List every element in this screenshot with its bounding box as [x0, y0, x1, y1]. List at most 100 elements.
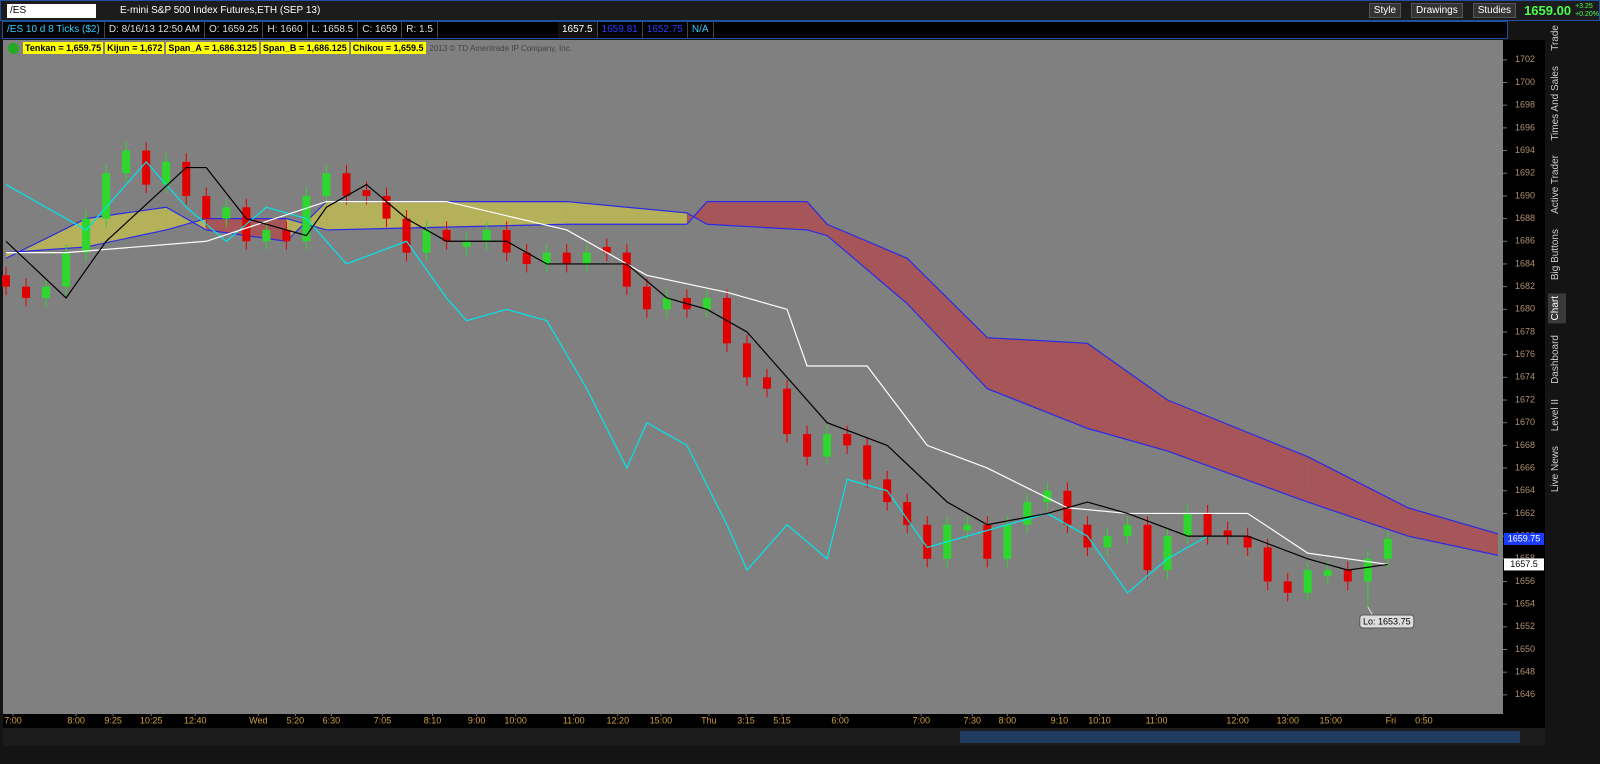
candle-body: [402, 218, 411, 253]
y-tick-label: 1674: [1515, 372, 1535, 382]
price-tag: 1659.75: [1504, 532, 1544, 545]
chart: 1646164816501652165416561658166016621664…: [2, 40, 1545, 746]
side-tabs: Trade Times And Sales Active Trader Big But…: [1548, 22, 1566, 495]
toolbar: /ES E-mini S&P 500 Index Futures,ETH (SE…: [0, 0, 1600, 21]
quote: 1657.5: [557, 22, 598, 38]
side-tab[interactable]: Chart: [1548, 292, 1566, 323]
candle-body: [342, 173, 351, 196]
side-tab[interactable]: Active Trader: [1550, 155, 1561, 215]
candle-body: [1123, 524, 1132, 537]
side-tab[interactable]: Dashboard: [1550, 334, 1561, 384]
candle-body: [322, 173, 331, 196]
candle-body: [923, 524, 932, 559]
y-tick-label: 1662: [1515, 508, 1535, 518]
cloud-segment: [1167, 400, 1308, 503]
x-tick-label: 11:00: [1146, 715, 1168, 725]
cloud-segment: [1087, 343, 1168, 452]
y-tick-label: 1676: [1515, 349, 1535, 359]
side-tab[interactable]: Trade: [1550, 25, 1561, 51]
candle-body: [622, 252, 631, 287]
legend-item: Span_A = 1,686.3125: [166, 42, 259, 54]
y-tick-label: 1670: [1515, 417, 1535, 427]
span-a-line: [5, 200, 1499, 556]
candle-body: [462, 241, 471, 247]
y-tick-label: 1664: [1515, 485, 1535, 495]
x-tick-label: 5:20: [287, 715, 305, 725]
cloud-segment: [566, 201, 687, 225]
legend-item: Chikou = 1,659.5: [350, 42, 426, 54]
drawings-button[interactable]: Drawings: [1411, 3, 1463, 18]
study-icon[interactable]: [8, 42, 19, 54]
y-tick-label: 1682: [1515, 281, 1535, 291]
x-tick-label: 12:00: [1226, 715, 1249, 725]
price-tag-box: [1504, 532, 1544, 545]
side-tab[interactable]: Big Buttons: [1550, 229, 1561, 281]
x-tick-label: Wed: [249, 715, 267, 725]
x-tick-label: 10:00: [504, 715, 527, 725]
info-item: R: 1.5: [402, 22, 438, 38]
candle-body: [1203, 513, 1212, 537]
side-tab[interactable]: Live News: [1550, 446, 1561, 493]
candle-body: [422, 229, 431, 253]
x-tick-label: 0:50: [1415, 715, 1433, 725]
candle-body: [162, 161, 171, 185]
candle-body: [582, 252, 591, 264]
price-tag-label: 1657.5: [1510, 559, 1538, 569]
plot-background: [3, 40, 1503, 714]
x-tick-label: 7:05: [374, 715, 392, 725]
scroll-thumb[interactable]: [960, 731, 1520, 743]
y-axis-background: [1503, 40, 1545, 714]
quote: 1659.81: [598, 22, 643, 38]
y-tick-label: 1678: [1515, 326, 1535, 336]
indicator-line: [5, 160, 1208, 594]
low-box: [1359, 614, 1415, 629]
price-tag: 1657.5: [1504, 558, 1544, 571]
candle-body: [1003, 524, 1012, 559]
side-tab[interactable]: Times And Sales: [1550, 65, 1561, 141]
candle-body: [843, 434, 852, 446]
x-tick-label: 6:30: [323, 715, 341, 725]
candle-body: [963, 524, 972, 531]
candle-body: [202, 195, 211, 219]
y-tick-label: 1672: [1515, 394, 1535, 404]
y-tick-label: 1650: [1515, 644, 1535, 654]
y-tick-label: 1666: [1515, 462, 1535, 472]
y-tick-label: 1702: [1515, 54, 1535, 64]
x-tick-label: 7:00: [912, 715, 930, 725]
x-tick-label: 9:25: [104, 715, 122, 725]
side-tab[interactable]: Level II: [1550, 398, 1561, 432]
candle-body: [1243, 536, 1252, 548]
candle-body: [442, 229, 451, 242]
info-item: /ES 10 d 8 Ticks ($2): [3, 22, 105, 38]
y-tick-label: 1658: [1515, 553, 1535, 563]
studies-button[interactable]: Studies: [1472, 3, 1517, 18]
y-tick-label: 1648: [1515, 667, 1535, 677]
x-tick-label: 3:15: [737, 715, 755, 725]
x-tick-label: 8:00: [999, 715, 1017, 725]
style-button[interactable]: Style: [1368, 3, 1402, 18]
y-tick-label: 1692: [1515, 168, 1535, 178]
info-item: L: 1658.5: [308, 22, 359, 38]
symbol-box[interactable]: /ES: [7, 3, 96, 18]
x-tick-label: 8:00: [67, 715, 85, 725]
candle-body: [22, 286, 31, 298]
x-tick-label: 15:00: [1320, 715, 1343, 725]
cloud-segment: [1407, 507, 1498, 556]
candle-body: [863, 445, 872, 480]
candle-body: [182, 161, 191, 196]
quote: N/A: [688, 22, 714, 38]
x-tick-label: 12:20: [607, 715, 630, 725]
candle-body: [642, 286, 651, 310]
candle-body: [222, 207, 231, 219]
legend-item: Tenkan = 1,659.75: [23, 42, 104, 54]
candle-body: [1383, 538, 1392, 559]
candle-body: [82, 218, 91, 253]
y-tick-label: 1646: [1515, 689, 1535, 699]
x-tick-label: 11:00: [563, 715, 585, 725]
candle-body: [262, 229, 271, 242]
candle-body: [903, 502, 912, 525]
x-tick-label: 8:10: [424, 715, 442, 725]
x-axis-background: [3, 714, 1545, 728]
candle-body: [823, 434, 832, 457]
last-price: 1659.00: [1524, 3, 1572, 18]
